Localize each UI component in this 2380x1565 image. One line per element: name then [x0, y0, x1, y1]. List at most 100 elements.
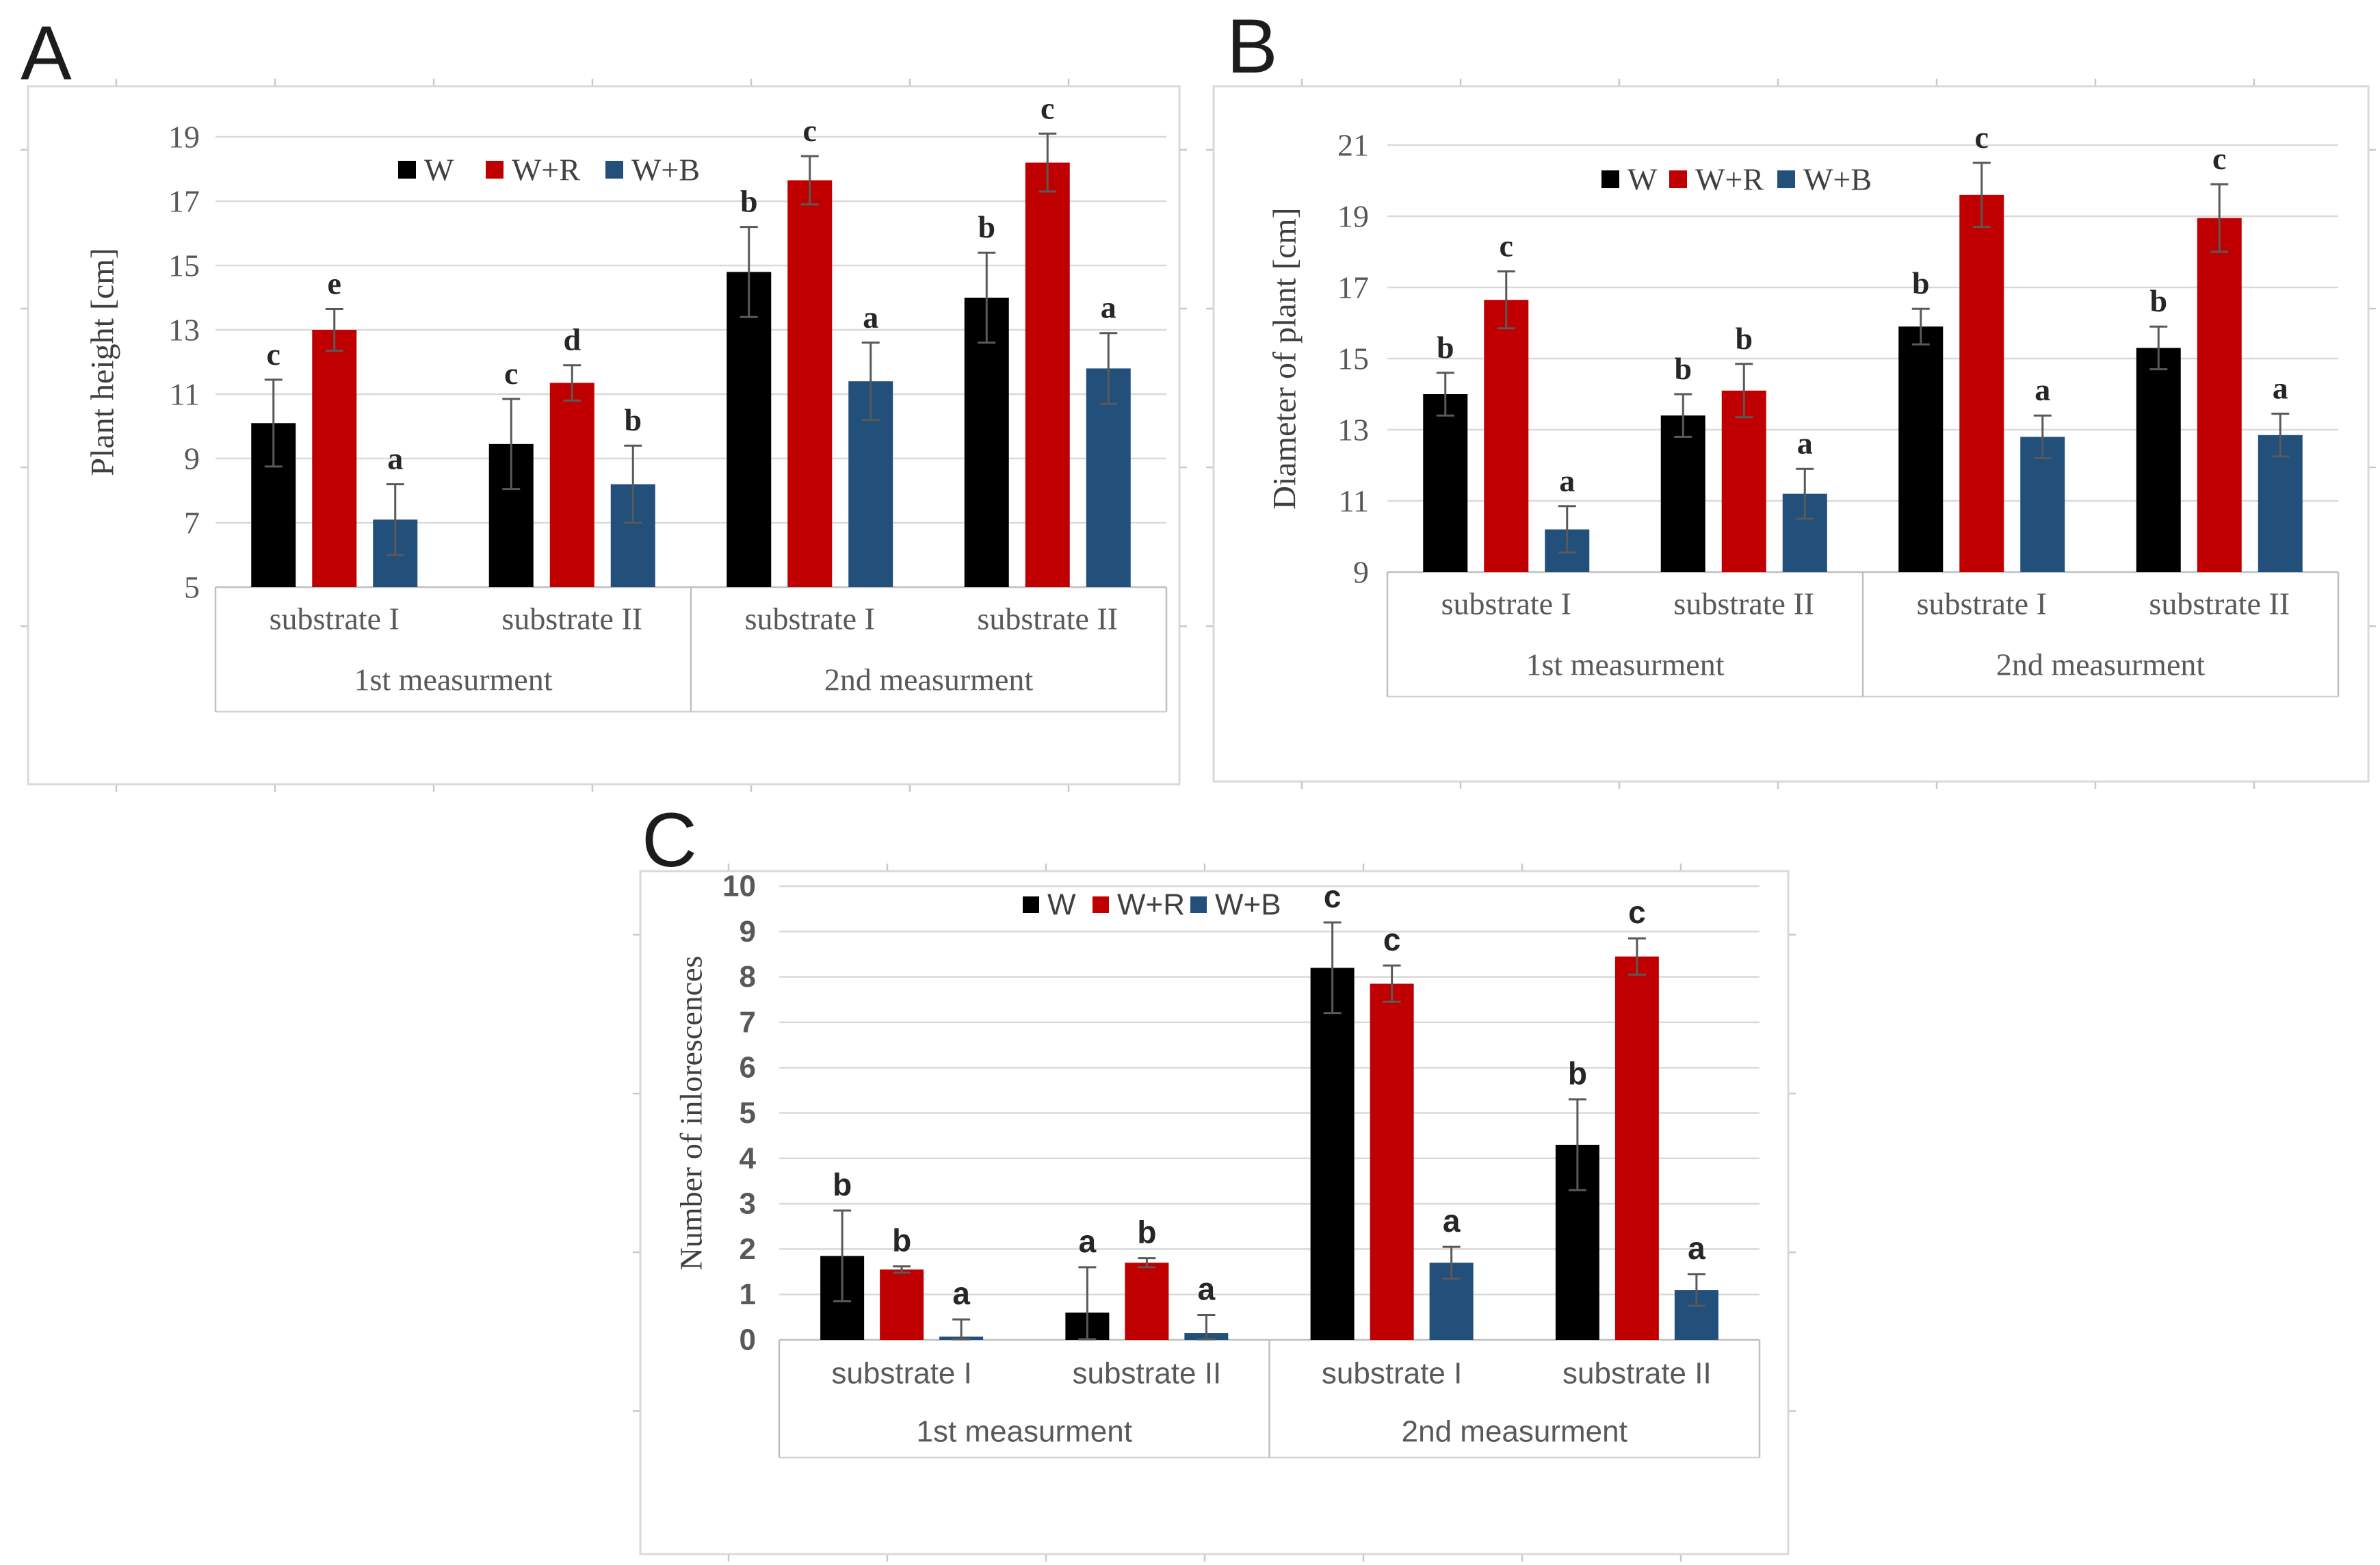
sig-letter: b — [833, 1167, 852, 1202]
y-tick-label: 7 — [184, 506, 200, 541]
bar-w-b-g3 — [2020, 437, 2065, 572]
panel-border — [27, 85, 1181, 786]
y-tick-label: 15 — [1337, 341, 1369, 376]
y-tick-label: 9 — [1353, 555, 1369, 590]
group-header-label: 2nd measurment — [1996, 647, 2206, 682]
error-bars — [264, 132, 1118, 556]
sig-letter: b — [1735, 321, 1753, 356]
bar-w-g3 — [727, 272, 772, 587]
sig-letter: b — [978, 209, 995, 244]
group-header-label: 1st measurment — [1526, 647, 1725, 682]
legend-swatch-w-r — [1669, 170, 1687, 188]
panel-border — [639, 870, 1790, 1555]
bar-w-r-g4 — [1025, 162, 1070, 588]
sig-letter: c — [1500, 229, 1513, 263]
chart-svg-a: 5 7 9 11 13 15 17 19 Plant height [cm] W W+R W+B c c b… — [21, 79, 1187, 792]
sig-letter: c — [267, 337, 280, 372]
sig-letter: b — [1137, 1215, 1156, 1250]
y-tick-label: 17 — [1337, 270, 1369, 305]
sig-letters: c c b b e d c c a b a a — [267, 90, 1116, 476]
y-tick-label: 9 — [184, 441, 200, 476]
legend: W W+R W+B — [1601, 162, 1872, 197]
frame-ticks — [21, 79, 1187, 792]
bar-w-r-g2 — [1125, 1263, 1169, 1340]
sig-letter: d — [563, 322, 581, 357]
category-label: substrate I — [745, 602, 875, 636]
category-label: substrate I — [1322, 1357, 1462, 1391]
category-labels: substrate I substrate II substrate I substr… — [270, 602, 1119, 697]
legend-label: W+R — [1117, 888, 1185, 922]
sig-letter: a — [1688, 1230, 1705, 1266]
bar-w-r-g3 — [1370, 983, 1414, 1340]
sig-letter: a — [1559, 463, 1575, 498]
y-tick-label: 7 — [740, 1005, 756, 1039]
bar-w-r-g4 — [2197, 218, 2242, 573]
category-label: substrate II — [977, 602, 1118, 636]
sig-letter: c — [1628, 894, 1646, 930]
category-label: substrate II — [2149, 586, 2290, 621]
sig-letter: c — [504, 356, 518, 391]
chart-panel-plant-diameter: 9 11 13 15 17 19 21 Diameter of plant [cm] W W+R W… — [1206, 79, 2376, 789]
y-tick-label: 11 — [1339, 484, 1369, 519]
y-axis-title: Plant height [cm] — [85, 248, 121, 476]
legend-swatch-w-b — [605, 161, 623, 179]
bar-w-g3 — [1898, 326, 1944, 572]
chart-panel-inflorescences: 0 1 2 3 4 5 6 7 8 9 10 Number of inlorescences W W+R W… — [633, 864, 1796, 1562]
y-tick-label: 4 — [740, 1141, 757, 1175]
sig-letter: a — [952, 1276, 970, 1311]
sig-letter: b — [624, 402, 642, 437]
group-header-label: 2nd measurment — [1402, 1415, 1627, 1449]
y-tick-labels: 0 1 2 3 4 5 6 7 8 9 10 — [722, 870, 756, 1357]
legend: W W+R W+B — [1023, 888, 1281, 922]
legend-label: W — [424, 153, 454, 187]
legend-swatch-w-b — [1777, 170, 1795, 188]
sig-letter: a — [1443, 1203, 1461, 1239]
legend-label: W+R — [1695, 162, 1764, 197]
y-axis-title: Diameter of plant [cm] — [1267, 207, 1303, 509]
legend: W W+R W+B — [398, 153, 700, 187]
legend-swatch-w-r — [1093, 896, 1109, 913]
y-tick-labels: 5 7 9 11 13 15 17 19 — [168, 120, 200, 605]
category-labels: substrate I substrate II substrate I substr… — [831, 1357, 1711, 1449]
chart-panel-plant-height: 5 7 9 11 13 15 17 19 Plant height [cm] W W+R W+B c c b… — [21, 79, 1187, 792]
sig-letter: a — [863, 300, 878, 335]
y-tick-label: 2 — [740, 1232, 756, 1266]
y-axis-title: Number of inlorescences — [674, 956, 709, 1271]
category-labels: substrate I substrate II substrate I substr… — [1441, 586, 2290, 682]
sig-letter: a — [1079, 1224, 1097, 1259]
gridlines — [1387, 144, 2338, 502]
legend-label: W — [1627, 162, 1658, 197]
category-label: substrate I — [1441, 586, 1571, 621]
sig-letter: c — [1383, 922, 1401, 957]
sig-letter: a — [1797, 426, 1813, 461]
sig-letters: b a c b b b c c a a a a — [833, 879, 1705, 1311]
bar-w-g3 — [1310, 968, 1355, 1340]
bars — [251, 162, 1131, 588]
panel-border — [1212, 85, 2370, 783]
sig-letter: b — [1568, 1056, 1587, 1091]
y-tick-label: 5 — [184, 570, 200, 605]
y-tick-label: 17 — [168, 184, 200, 219]
sig-letter: a — [2273, 371, 2288, 406]
bar-w-r-g2 — [549, 383, 594, 587]
bar-w-g4 — [964, 298, 1009, 587]
sig-letter: e — [328, 266, 341, 300]
frame-ticks — [633, 864, 1796, 1562]
bar-w-r-g1 — [880, 1269, 924, 1340]
sig-letter: c — [2212, 141, 2226, 176]
legend-label: W+B — [1215, 888, 1281, 922]
error-bars — [1436, 161, 2290, 554]
bar-w-r-g3 — [787, 180, 833, 587]
legend-swatch-w — [1023, 896, 1039, 913]
bar-w-g2 — [1660, 415, 1705, 572]
category-label: substrate I — [1917, 586, 2047, 621]
sig-letter: a — [387, 441, 403, 476]
sig-letter: b — [740, 184, 758, 219]
y-tick-label: 1 — [740, 1278, 756, 1311]
sig-letter: c — [803, 113, 817, 148]
gridlines — [215, 135, 1166, 524]
bars — [820, 956, 1718, 1340]
bar-w-b-g4 — [2258, 435, 2303, 572]
